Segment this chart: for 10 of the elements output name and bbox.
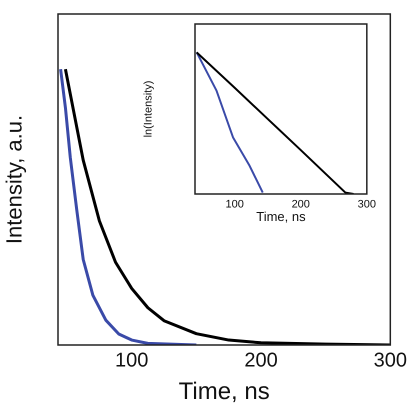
y-axis-title: ln(Intensity) — [142, 80, 155, 138]
x-tick-label: 300 — [358, 198, 376, 211]
y-axis-title: Intensity, a.u. — [1, 114, 26, 244]
x-tick-label: 200 — [292, 198, 310, 211]
x-tick-label: 200 — [244, 350, 278, 372]
x-tick-label: 100 — [115, 350, 148, 372]
x-tick-label: 300 — [374, 350, 408, 372]
x-axis-title: Time, ns — [256, 208, 306, 224]
x-axis-title: Time, ns — [178, 378, 270, 406]
x-tick-label: 100 — [225, 198, 244, 211]
